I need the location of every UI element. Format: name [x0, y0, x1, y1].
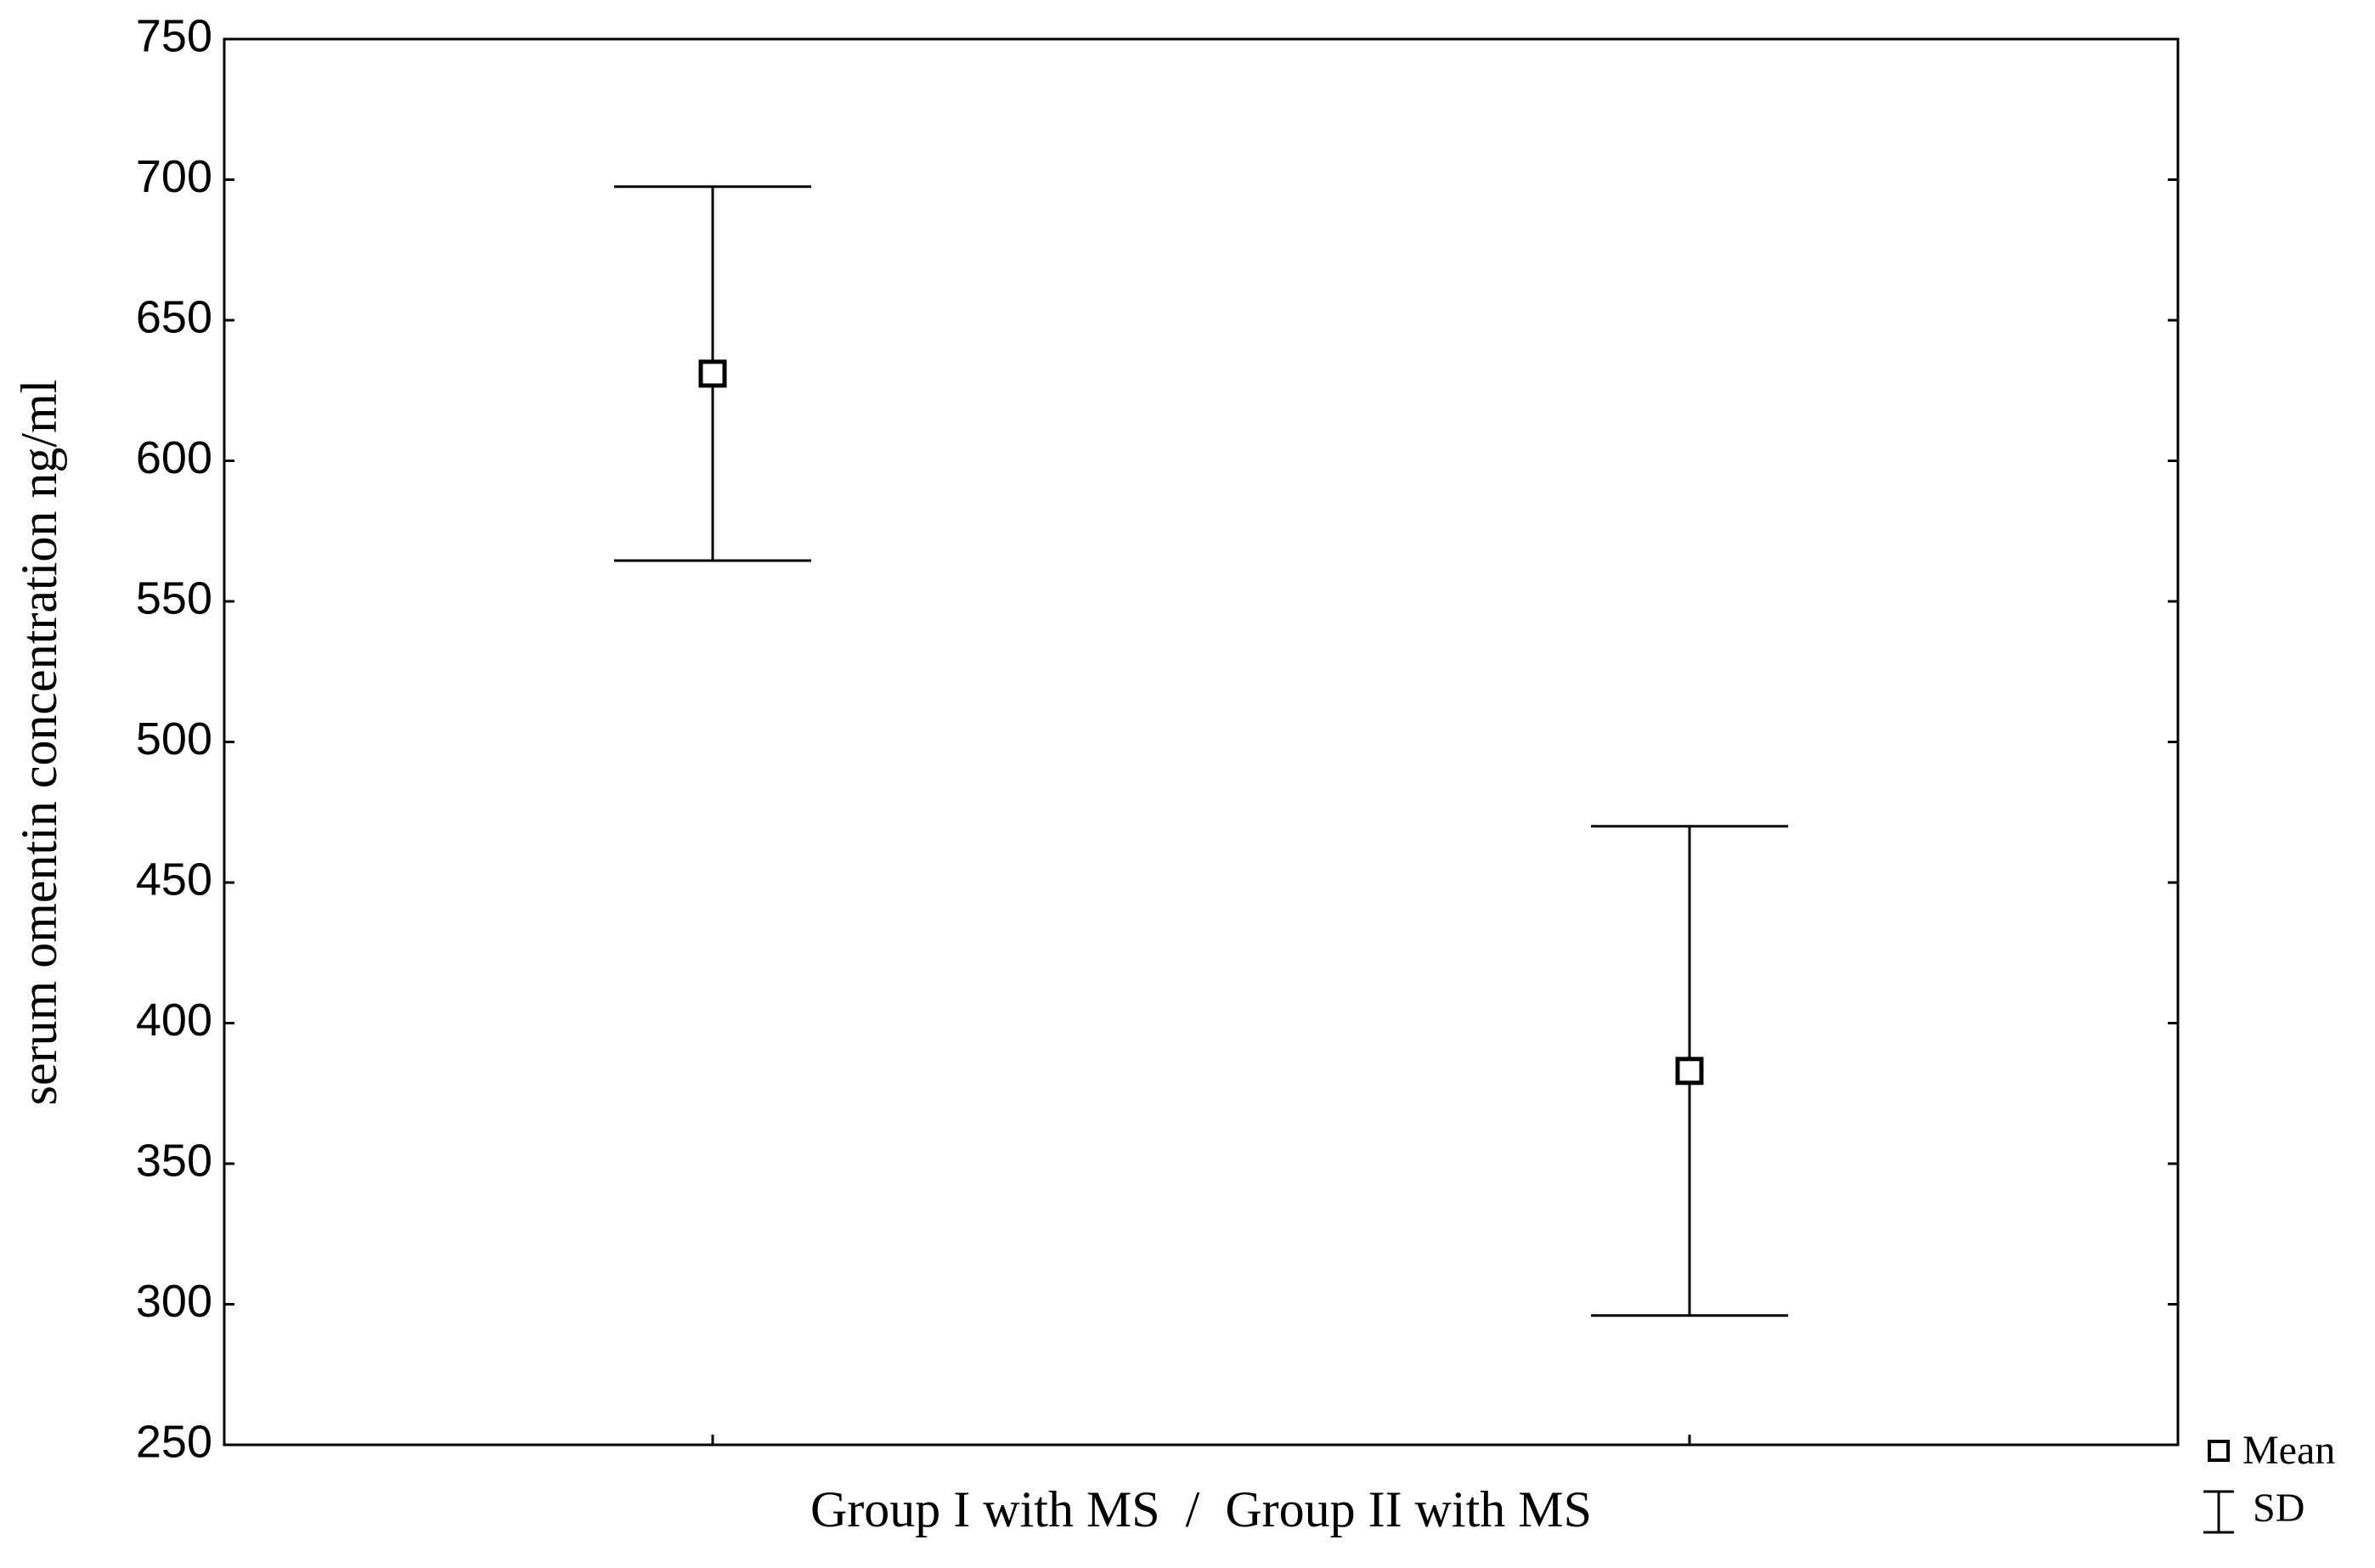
- y-tick-label: 550: [136, 572, 212, 623]
- y-tick-label: 650: [136, 291, 212, 342]
- y-tick-label: 300: [136, 1276, 212, 1327]
- y-tick-label: 600: [136, 432, 212, 483]
- mean-marker: [698, 359, 727, 388]
- plot-frame: [223, 37, 2180, 1447]
- y-tick-label: 700: [136, 151, 212, 202]
- legend-label: SD: [2253, 1486, 2304, 1531]
- mean-marker: [1675, 1057, 1704, 1086]
- y-tick-label: 350: [136, 1135, 212, 1186]
- legend-label: Mean: [2242, 1428, 2335, 1473]
- y-tick-label: 400: [136, 995, 212, 1046]
- y-tick-label: 750: [136, 10, 212, 61]
- y-tick-label: 450: [136, 854, 212, 905]
- y-tick-label: 250: [136, 1416, 212, 1467]
- y-tick-label: 500: [136, 713, 212, 764]
- x-axis-label: Group I with MS / Group II with MS: [810, 1481, 1592, 1537]
- legend-marker: [2208, 1440, 2230, 1462]
- y-axis-label: serum omentin concentration ng/ml: [11, 380, 67, 1106]
